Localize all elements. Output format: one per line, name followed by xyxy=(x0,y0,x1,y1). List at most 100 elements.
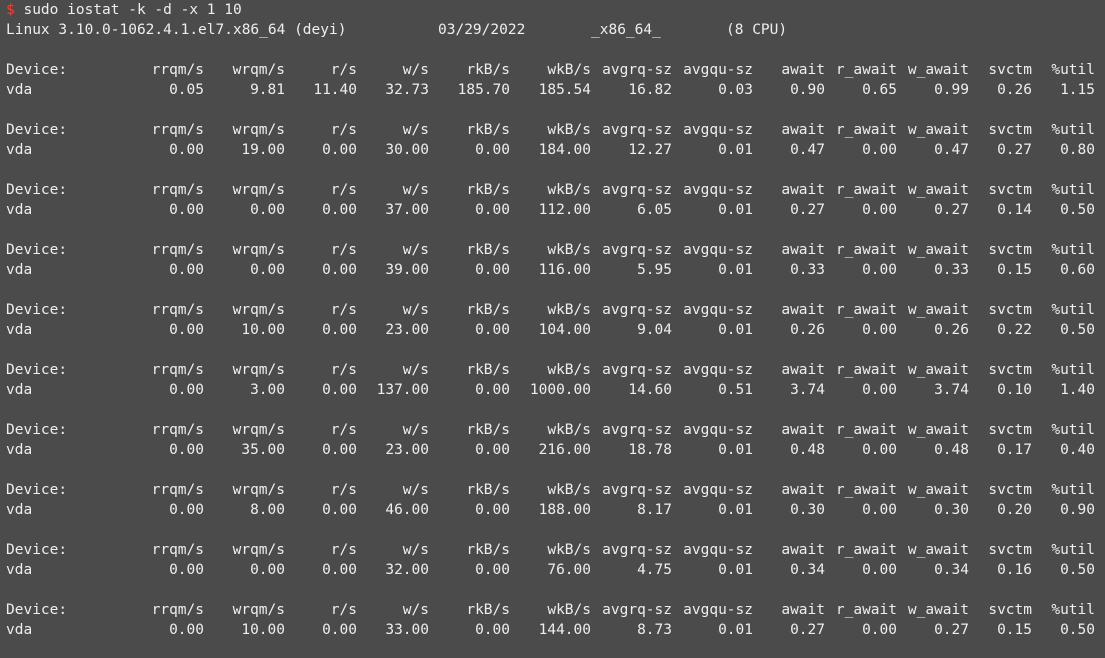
metric-value: 0.27 xyxy=(934,202,969,218)
metric-value: 14.60 xyxy=(628,382,672,398)
metric-value: 8.73 xyxy=(637,622,672,638)
metric-value: 0.01 xyxy=(718,142,753,158)
device-name: vda xyxy=(6,322,33,338)
cpu-count: (8 CPU) xyxy=(726,22,788,38)
column-header: r/s xyxy=(330,182,357,198)
device-row: vda 0.00 0.00 0.00 37.00 0.00 112.00 6.05 0.01 0.… xyxy=(6,200,1105,220)
metric-value: 0.00 xyxy=(169,562,204,578)
column-header: r_await xyxy=(835,542,897,558)
column-header: wrqm/s xyxy=(232,122,285,138)
column-header: %util xyxy=(1051,602,1095,618)
column-header: avgrq-sz xyxy=(602,602,672,618)
header-row: Device: rrqm/s wrqm/s r/s w/s rkB/s wkB/s avgrq… xyxy=(6,60,1105,80)
column-header: wkB/s xyxy=(547,602,591,618)
metric-value: 0.47 xyxy=(934,142,969,158)
column-header: wrqm/s xyxy=(232,302,285,318)
metric-value: 8.17 xyxy=(637,502,672,518)
metric-value: 188.00 xyxy=(538,502,591,518)
column-header: rkB/s xyxy=(466,242,510,258)
metric-value: 0.00 xyxy=(862,322,897,338)
column-header: wrqm/s xyxy=(232,602,285,618)
column-header: svctm xyxy=(988,362,1032,378)
column-header: wkB/s xyxy=(547,542,591,558)
column-header: await xyxy=(781,362,825,378)
metric-value: 0.27 xyxy=(790,202,825,218)
column-header: svctm xyxy=(988,242,1032,258)
column-header: avgrq-sz xyxy=(602,482,672,498)
device-row: vda 0.00 0.00 0.00 39.00 0.00 116.00 5.95 0.01 0.… xyxy=(6,260,1105,280)
column-header: %util xyxy=(1051,242,1095,258)
metric-value: 144.00 xyxy=(538,622,591,638)
sample-block: Device: rrqm/s wrqm/s r/s w/s rkB/s wkB/s avgrq… xyxy=(6,480,1105,520)
metric-value: 0.26 xyxy=(790,322,825,338)
device-row: vda 0.05 9.81 11.40 32.73 185.70 185.54 16.82 0.… xyxy=(6,80,1105,100)
metric-value: 0.14 xyxy=(997,202,1032,218)
column-header: svctm xyxy=(988,62,1032,78)
column-header: %util xyxy=(1051,362,1095,378)
metric-value: 0.00 xyxy=(322,202,357,218)
device-name: vda xyxy=(6,82,33,98)
metric-value: 0.00 xyxy=(475,382,510,398)
column-header: await xyxy=(781,302,825,318)
metric-value: 0.00 xyxy=(322,262,357,278)
metric-value: 0.90 xyxy=(1060,502,1095,518)
metric-value: 0.33 xyxy=(790,262,825,278)
metric-value: 23.00 xyxy=(385,322,429,338)
device-header-label: Device: xyxy=(6,62,68,78)
metric-value: 0.00 xyxy=(322,622,357,638)
metric-value: 0.27 xyxy=(790,622,825,638)
column-header: avgqu-sz xyxy=(683,542,753,558)
metric-value: 0.01 xyxy=(718,442,753,458)
metric-value: 35.00 xyxy=(241,442,285,458)
metric-value: 1.40 xyxy=(1060,382,1095,398)
metric-value: 0.00 xyxy=(475,442,510,458)
column-header: w/s xyxy=(402,602,429,618)
metric-value: 0.15 xyxy=(997,622,1032,638)
column-header: r_await xyxy=(835,302,897,318)
kernel-info: Linux 3.10.0-1062.4.1.el7.x86_64 (deyi) xyxy=(6,22,347,38)
device-header-label: Device: xyxy=(6,422,68,438)
column-header: r/s xyxy=(330,422,357,438)
header-row: Device: rrqm/s wrqm/s r/s w/s rkB/s wkB/s avgrq… xyxy=(6,240,1105,260)
column-header: avgqu-sz xyxy=(683,302,753,318)
column-header: %util xyxy=(1051,62,1095,78)
column-header: w/s xyxy=(402,542,429,558)
metric-value: 0.50 xyxy=(1060,622,1095,638)
metric-value: 3.00 xyxy=(250,382,285,398)
column-header: w/s xyxy=(402,362,429,378)
column-header: avgqu-sz xyxy=(683,62,753,78)
column-header: svctm xyxy=(988,182,1032,198)
metric-value: 0.50 xyxy=(1060,562,1095,578)
metric-value: 3.74 xyxy=(934,382,969,398)
device-name: vda xyxy=(6,142,33,158)
metric-value: 0.00 xyxy=(862,442,897,458)
metric-value: 0.00 xyxy=(475,142,510,158)
metric-value: 0.26 xyxy=(934,322,969,338)
metric-value: 0.16 xyxy=(997,562,1032,578)
device-row: vda 0.00 10.00 0.00 23.00 0.00 104.00 9.04 0.01 0… xyxy=(6,320,1105,340)
metric-value: 0.03 xyxy=(718,82,753,98)
metric-value: 0.01 xyxy=(718,262,753,278)
sample-block: Device: rrqm/s wrqm/s r/s w/s rkB/s wkB/s avgrq… xyxy=(6,120,1105,160)
column-header: wrqm/s xyxy=(232,422,285,438)
column-header: w_await xyxy=(907,242,969,258)
architecture: _x86_64_ xyxy=(591,22,661,38)
sample-block: Device: rrqm/s wrqm/s r/s w/s rkB/s wkB/s avgrq… xyxy=(6,180,1105,220)
column-header: r/s xyxy=(330,482,357,498)
metric-value: 0.00 xyxy=(169,502,204,518)
column-header: wrqm/s xyxy=(232,542,285,558)
metric-value: 0.30 xyxy=(790,502,825,518)
column-header: rrqm/s xyxy=(151,242,204,258)
column-header: rrqm/s xyxy=(151,122,204,138)
column-header: r/s xyxy=(330,62,357,78)
metric-value: 0.00 xyxy=(169,622,204,638)
metric-value: 0.48 xyxy=(934,442,969,458)
metric-value: 0.27 xyxy=(934,622,969,638)
metric-value: 184.00 xyxy=(538,142,591,158)
column-header: svctm xyxy=(988,602,1032,618)
column-header: await xyxy=(781,62,825,78)
column-header: avgrq-sz xyxy=(602,302,672,318)
metric-value: 0.01 xyxy=(718,502,753,518)
column-header: svctm xyxy=(988,122,1032,138)
